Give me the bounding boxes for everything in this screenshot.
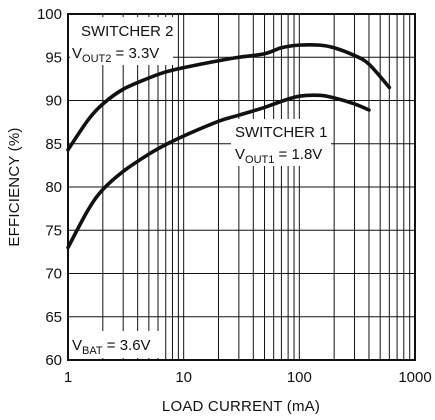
annotation-vbat-v: V	[72, 337, 82, 354]
annotation-switcher2-v: V	[72, 45, 82, 62]
y-axis-label: EFFICIENCY (%)	[6, 127, 23, 246]
curve-layer	[66, 43, 392, 250]
annotation-vbat-sub: BAT	[82, 345, 103, 357]
annotation-switcher1-vout: VOUT1 = 1.8V	[235, 146, 322, 166]
annotation-switcher1-bg	[231, 119, 331, 166]
annotation-switcher2-name: SWITCHER 2	[81, 23, 174, 40]
y-tick-label: 80	[45, 179, 62, 196]
series-line-switcher2	[66, 43, 392, 152]
annotation-switcher2-vout: VOUT2 = 3.3V	[72, 45, 159, 65]
y-tick-label: 60	[45, 352, 62, 369]
annotation-vbat-eq: = 3.6V	[103, 337, 151, 354]
y-tick-label: 75	[45, 222, 62, 239]
annotation-vbat: VBAT = 3.6V	[70, 331, 162, 358]
annotation-switcher1: SWITCHER 1 VOUT1 = 1.8V	[231, 119, 331, 166]
annotation-switcher1-eq: = 1.8V	[274, 146, 322, 163]
x-tick-label: 1000	[398, 369, 431, 386]
y-tick-label: 70	[45, 266, 62, 283]
y-tick-label: 90	[45, 93, 62, 110]
annotation-switcher1-name: SWITCHER 1	[235, 124, 328, 141]
grid-layer	[67, 13, 415, 361]
y-tick-label: 100	[37, 6, 62, 23]
series-line-switcher1	[66, 93, 371, 250]
annotation-vbat-bg	[70, 331, 162, 358]
annotation-switcher2-bg	[70, 17, 173, 65]
x-tick-label: 10	[175, 369, 192, 386]
annotation-vbat-text: VBAT = 3.6V	[72, 337, 151, 357]
x-tick-label: 1	[64, 369, 72, 386]
y-tick-label: 65	[45, 309, 62, 326]
tick-labels: 60 65 70 75 80 85 90 95 100 1 10 100 1000	[37, 6, 432, 386]
x-tick-label: 100	[287, 369, 312, 386]
y-tick-label: 85	[45, 136, 62, 153]
annotation-switcher2-eq: = 3.3V	[111, 45, 159, 62]
x-axis-label: LOAD CURRENT (mA)	[162, 398, 320, 415]
annotation-switcher1-sub: OUT1	[245, 154, 274, 166]
annotation-switcher1-v: V	[235, 146, 245, 163]
annotation-switcher2: SWITCHER 2 VOUT2 = 3.3V	[70, 17, 174, 65]
plot-frame	[67, 13, 416, 361]
y-tick-label: 95	[45, 49, 62, 66]
annotation-switcher2-sub: OUT2	[82, 53, 111, 65]
